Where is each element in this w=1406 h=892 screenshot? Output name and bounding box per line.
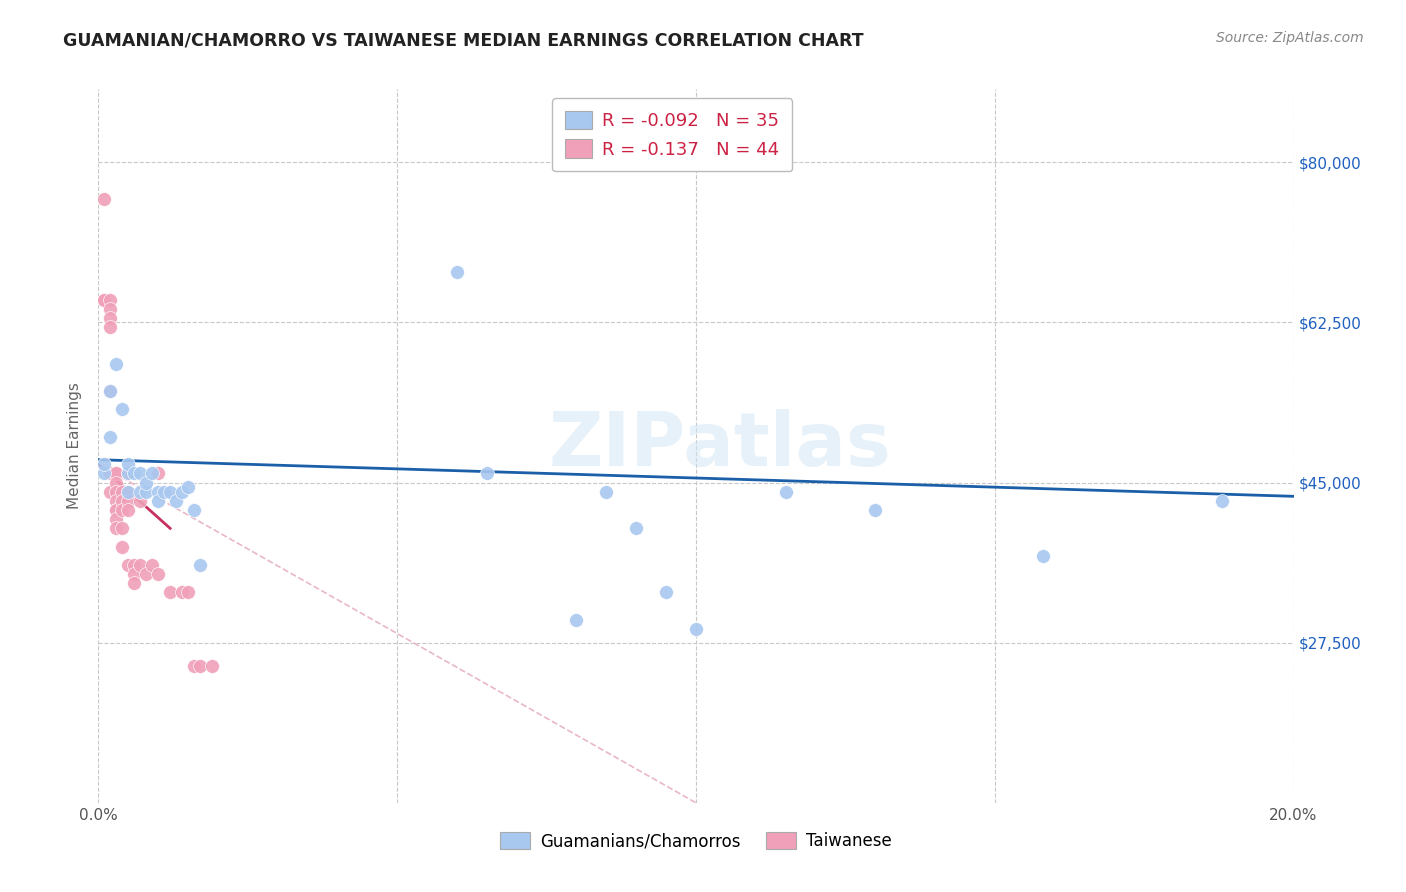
Point <box>93 293 115 307</box>
Point <box>159 484 181 499</box>
Point <box>159 585 181 599</box>
Point <box>183 658 205 673</box>
Point <box>117 484 139 499</box>
Point <box>565 613 588 627</box>
Point <box>183 503 205 517</box>
Point <box>111 540 134 554</box>
Point <box>117 458 139 472</box>
Point <box>105 475 128 490</box>
Point <box>201 658 224 673</box>
Point <box>93 293 115 307</box>
Point <box>98 384 122 398</box>
Point <box>117 484 139 499</box>
Point <box>141 467 163 481</box>
Point <box>93 192 115 206</box>
Point <box>124 567 146 582</box>
Point <box>98 320 122 334</box>
Point <box>117 467 139 481</box>
Point <box>111 503 134 517</box>
Point <box>124 467 146 481</box>
Point <box>135 484 157 499</box>
Point <box>124 576 146 591</box>
Point <box>105 467 128 481</box>
Point <box>98 310 122 325</box>
Point <box>135 567 157 582</box>
Point <box>105 484 128 499</box>
Point <box>105 521 128 535</box>
Text: GUAMANIAN/CHAMORRO VS TAIWANESE MEDIAN EARNINGS CORRELATION CHART: GUAMANIAN/CHAMORRO VS TAIWANESE MEDIAN E… <box>63 31 863 49</box>
Point <box>165 494 187 508</box>
Point <box>111 484 134 499</box>
Point <box>98 467 122 481</box>
Point <box>595 484 617 499</box>
Point <box>626 521 648 535</box>
Point <box>111 494 134 508</box>
Point <box>1032 549 1054 563</box>
Point <box>117 467 139 481</box>
Point <box>177 480 200 494</box>
Point <box>141 558 163 572</box>
Point <box>129 558 152 572</box>
Point <box>111 402 134 417</box>
Point <box>105 467 128 481</box>
Point <box>117 558 139 572</box>
Point <box>153 484 176 499</box>
Point <box>111 521 134 535</box>
Point <box>775 484 797 499</box>
Point <box>117 503 139 517</box>
Point <box>148 467 170 481</box>
Point <box>105 357 128 371</box>
Point <box>129 467 152 481</box>
Point <box>148 567 170 582</box>
Point <box>105 512 128 526</box>
Point <box>188 658 211 673</box>
Point <box>98 484 122 499</box>
Point <box>129 494 152 508</box>
Point <box>105 494 128 508</box>
Point <box>135 475 157 490</box>
Point <box>172 484 194 499</box>
Y-axis label: Median Earnings: Median Earnings <box>67 383 83 509</box>
Point <box>172 585 194 599</box>
Point <box>148 494 170 508</box>
Point <box>93 467 115 481</box>
Point <box>655 585 678 599</box>
Point <box>124 558 146 572</box>
Point <box>148 484 170 499</box>
Point <box>865 503 887 517</box>
Point <box>446 265 468 279</box>
Point <box>129 484 152 499</box>
Point <box>98 301 122 316</box>
Text: Source: ZipAtlas.com: Source: ZipAtlas.com <box>1216 31 1364 45</box>
Point <box>475 467 498 481</box>
Text: ZIPatlas: ZIPatlas <box>548 409 891 483</box>
Point <box>105 503 128 517</box>
Point <box>98 384 122 398</box>
Point <box>117 494 139 508</box>
Point <box>98 293 122 307</box>
Point <box>98 430 122 444</box>
Point <box>685 622 707 636</box>
Point <box>105 503 128 517</box>
Point <box>188 558 211 572</box>
Point <box>93 458 115 472</box>
Point <box>177 585 200 599</box>
Legend: Guamanians/Chamorros, Taiwanese: Guamanians/Chamorros, Taiwanese <box>492 824 900 859</box>
Point <box>1211 494 1233 508</box>
